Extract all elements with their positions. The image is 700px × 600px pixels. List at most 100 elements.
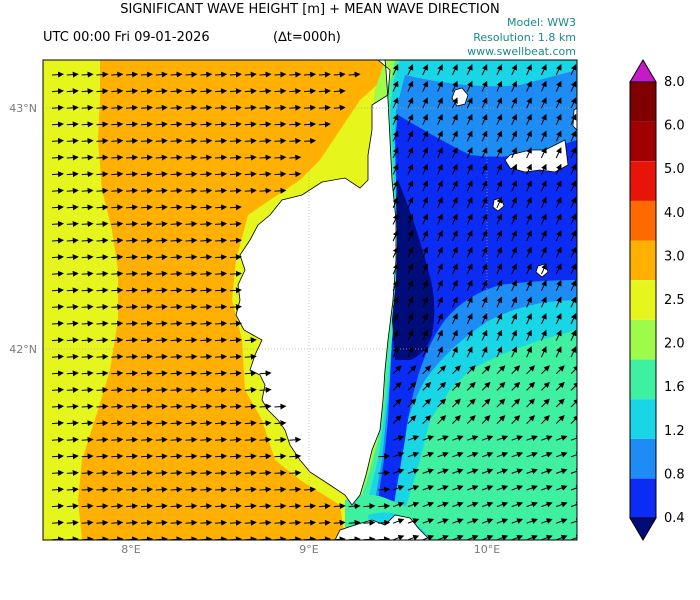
direction-arrow bbox=[111, 220, 124, 227]
direction-arrow bbox=[496, 468, 509, 475]
direction-arrow bbox=[81, 320, 94, 327]
direction-arrow bbox=[555, 230, 562, 242]
direction-arrow bbox=[215, 137, 228, 144]
direction-arrow bbox=[66, 436, 79, 443]
direction-arrow bbox=[437, 313, 443, 325]
direction-arrow bbox=[96, 436, 109, 443]
direction-arrow bbox=[229, 171, 242, 178]
direction-arrow bbox=[407, 279, 414, 292]
direction-arrow bbox=[451, 147, 458, 159]
direction-arrow bbox=[185, 436, 198, 443]
direction-arrow bbox=[111, 469, 124, 476]
direction-arrow bbox=[452, 485, 464, 491]
direction-arrow bbox=[185, 386, 198, 393]
direction-arrow bbox=[140, 220, 153, 227]
direction-arrow bbox=[126, 254, 139, 261]
direction-arrow bbox=[51, 386, 64, 393]
direction-arrow bbox=[155, 486, 168, 493]
direction-arrow bbox=[451, 64, 458, 76]
direction-arrow bbox=[96, 370, 109, 377]
direction-arrow bbox=[185, 420, 198, 427]
lon-tick-label: 10°E bbox=[474, 543, 500, 556]
direction-arrow bbox=[111, 337, 124, 344]
direction-arrow bbox=[140, 453, 153, 460]
direction-arrow bbox=[274, 453, 287, 460]
website-label[interactable]: www.swellbeat.com bbox=[467, 45, 576, 58]
direction-arrow bbox=[140, 71, 153, 78]
direction-arrow bbox=[555, 80, 562, 92]
direction-arrow bbox=[348, 503, 361, 510]
direction-arrow bbox=[407, 365, 417, 375]
direction-arrow bbox=[526, 381, 536, 391]
direction-arrow bbox=[215, 403, 228, 410]
direction-arrow bbox=[422, 485, 435, 491]
direction-arrow bbox=[111, 154, 124, 161]
direction-arrow bbox=[570, 501, 577, 508]
direction-arrow bbox=[185, 486, 198, 493]
direction-arrow bbox=[466, 296, 473, 308]
direction-arrow bbox=[437, 451, 449, 458]
direction-arrow bbox=[126, 453, 139, 460]
direction-arrow bbox=[274, 88, 287, 95]
direction-arrow bbox=[526, 130, 532, 142]
direction-arrow bbox=[229, 469, 242, 476]
direction-arrow bbox=[526, 313, 532, 325]
direction-arrow bbox=[111, 270, 124, 277]
direction-arrow bbox=[407, 381, 417, 391]
direction-arrow bbox=[274, 420, 287, 427]
direction-arrow bbox=[81, 486, 94, 493]
direction-arrow bbox=[96, 337, 109, 344]
direction-arrow bbox=[96, 204, 109, 211]
direction-arrow bbox=[155, 237, 168, 244]
direction-arrow bbox=[111, 353, 124, 360]
colorbar-band bbox=[630, 478, 656, 518]
direction-arrow bbox=[570, 329, 577, 341]
direction-arrow bbox=[466, 147, 473, 159]
direction-arrow bbox=[496, 196, 503, 209]
direction-arrow bbox=[111, 420, 124, 427]
direction-arrow bbox=[66, 71, 79, 78]
direction-arrow bbox=[289, 137, 302, 144]
direction-arrow bbox=[363, 503, 376, 510]
direction-arrow bbox=[259, 469, 272, 476]
direction-arrow bbox=[215, 453, 228, 460]
direction-arrow bbox=[496, 64, 503, 76]
direction-arrow bbox=[407, 313, 414, 325]
direction-arrow bbox=[407, 80, 414, 92]
direction-arrow bbox=[244, 403, 257, 410]
direction-arrow bbox=[215, 420, 228, 427]
colorbar-band bbox=[630, 319, 656, 360]
direction-arrow bbox=[96, 519, 109, 526]
direction-arrow bbox=[422, 501, 435, 508]
direction-arrow bbox=[200, 121, 213, 128]
direction-arrow bbox=[467, 468, 479, 475]
direction-arrow bbox=[215, 303, 228, 310]
direction-arrow bbox=[96, 503, 109, 510]
direction-arrow bbox=[155, 104, 168, 111]
direction-arrow bbox=[244, 154, 257, 161]
direction-arrow bbox=[126, 237, 139, 244]
direction-arrow bbox=[66, 403, 79, 410]
direction-arrow bbox=[155, 453, 168, 460]
direction-arrow bbox=[155, 137, 168, 144]
direction-arrow bbox=[200, 88, 213, 95]
direction-arrow bbox=[229, 320, 242, 327]
direction-arrow bbox=[96, 220, 109, 227]
direction-arrow bbox=[81, 137, 94, 144]
direction-arrow bbox=[555, 329, 562, 341]
direction-arrow bbox=[496, 313, 503, 325]
direction-arrow bbox=[511, 398, 521, 408]
direction-arrow bbox=[422, 263, 428, 275]
direction-arrow bbox=[526, 230, 532, 242]
direction-arrow bbox=[526, 213, 532, 225]
direction-arrow bbox=[526, 147, 532, 159]
direction-arrow bbox=[229, 370, 242, 377]
direction-arrow bbox=[259, 486, 272, 493]
direction-arrow bbox=[540, 196, 547, 209]
direction-arrow bbox=[555, 279, 562, 292]
direction-arrow bbox=[229, 204, 242, 211]
direction-arrow bbox=[496, 213, 503, 225]
direction-arrow bbox=[541, 534, 553, 540]
direction-arrow bbox=[229, 154, 242, 161]
direction-arrow bbox=[155, 71, 168, 78]
